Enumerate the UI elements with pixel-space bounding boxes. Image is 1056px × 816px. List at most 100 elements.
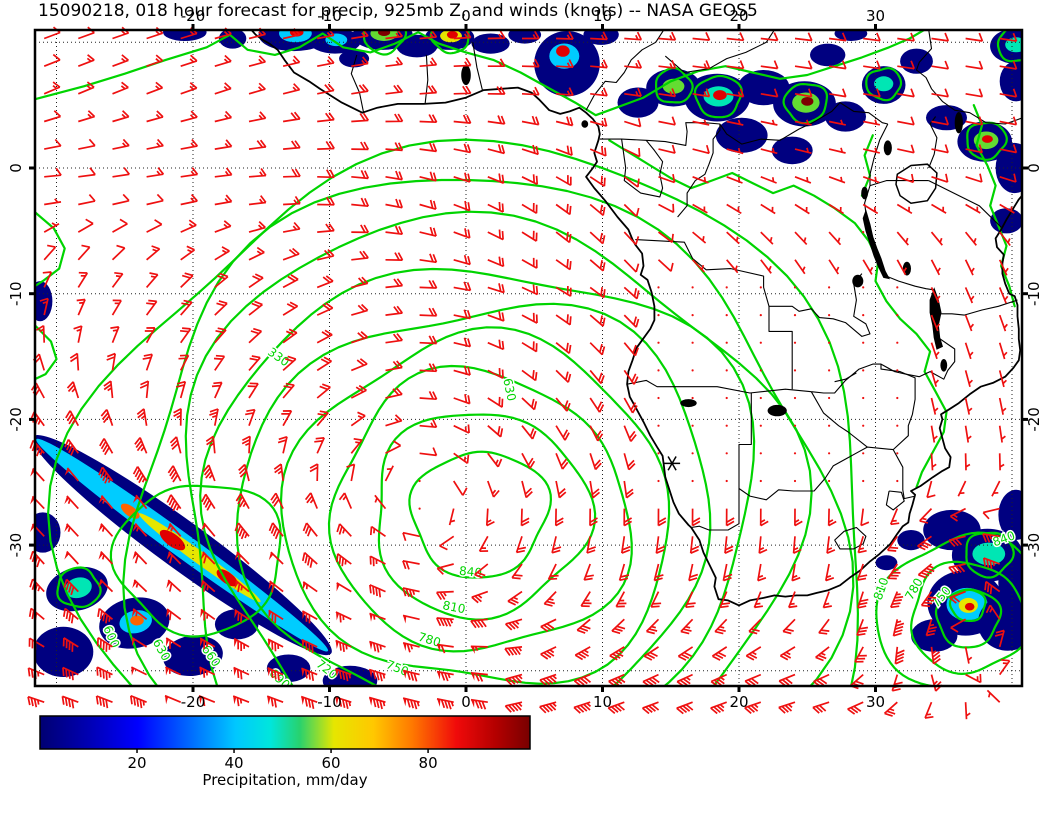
wind-barb <box>282 355 297 372</box>
precip-cell <box>964 602 975 611</box>
wind-barb <box>725 508 735 527</box>
wind-barb-pennant <box>267 667 271 677</box>
wind-barb <box>589 117 608 127</box>
wind-barb <box>692 60 711 70</box>
wind-barb <box>62 666 79 681</box>
calm-dot <box>759 286 762 289</box>
wind-barb-pennant <box>336 612 340 621</box>
wind-barb <box>779 646 796 661</box>
wind-barb <box>655 536 665 554</box>
calm-dot <box>691 452 694 455</box>
wind-barb-pennant <box>233 696 237 705</box>
wind-barb <box>863 119 881 126</box>
wind-barb <box>99 438 114 456</box>
wind-barb <box>214 167 233 178</box>
wind-barb <box>453 143 472 154</box>
wind-barb-pennant <box>301 668 305 677</box>
wind-barb <box>351 197 370 208</box>
wind-barb <box>209 408 219 426</box>
wind-barb <box>711 646 728 661</box>
wind-barb <box>95 695 113 709</box>
wind-barb <box>623 425 637 442</box>
precip-cell <box>972 542 1006 566</box>
wind-barb <box>214 327 227 344</box>
wind-barb <box>168 551 182 565</box>
wind-barb <box>205 435 216 454</box>
wind-barb <box>270 551 284 565</box>
wind-barb <box>896 259 908 276</box>
wind-barb <box>471 590 489 604</box>
wind-barb <box>505 618 523 631</box>
contour-label: 750 <box>384 657 411 679</box>
wind-barb <box>999 173 1017 183</box>
wind-barb <box>611 618 626 635</box>
wind-barb <box>964 370 974 388</box>
wind-barb <box>112 110 130 123</box>
wind-barb <box>100 495 114 510</box>
calm-dot <box>725 369 728 372</box>
lake <box>940 359 948 372</box>
wind-barb <box>248 111 267 123</box>
wind-barb <box>180 299 193 316</box>
wind-barb <box>828 60 847 70</box>
calm-dot <box>725 396 728 400</box>
wind-barb <box>335 668 352 682</box>
wind-barb <box>435 590 454 601</box>
wind-barb <box>368 696 386 710</box>
wind-barb <box>753 591 764 609</box>
wind-barb <box>135 494 148 510</box>
wind-barb <box>757 563 767 582</box>
wind-barb <box>999 231 1011 247</box>
wind-barb <box>351 112 370 123</box>
wind-barb <box>828 88 847 98</box>
colorbar-title: Precipitation, mm/day <box>202 771 367 789</box>
wind-barb <box>43 110 62 123</box>
wind-barb <box>112 193 130 206</box>
wind-barb <box>351 276 369 289</box>
wind-barb <box>692 32 711 41</box>
wind-barb <box>29 578 45 593</box>
calm-dot <box>896 341 899 344</box>
calm-dot <box>725 424 728 427</box>
wind-barb <box>657 259 674 272</box>
wind-barb <box>998 425 1006 443</box>
contour-label: 630 <box>500 377 518 402</box>
calm-dot <box>793 424 797 427</box>
wind-barb <box>317 112 335 123</box>
calm-dot <box>759 452 762 455</box>
wind-barb <box>589 425 604 442</box>
country-border <box>869 180 929 187</box>
wind-barb <box>964 646 973 664</box>
wind-barb <box>43 81 61 95</box>
wind-barb <box>173 407 182 426</box>
calm-dot <box>691 286 694 289</box>
wind-barb <box>106 352 117 371</box>
wind-barb <box>112 167 130 178</box>
wind-barb <box>436 697 454 710</box>
lake <box>852 274 864 288</box>
wind-barb <box>998 287 1009 304</box>
wind-barb <box>999 659 1011 676</box>
wind-barb <box>487 311 505 322</box>
calm-dot <box>862 424 865 427</box>
wind-barb <box>110 326 120 344</box>
height-contour <box>965 531 1015 579</box>
wind-barb <box>965 203 981 214</box>
wind-barb <box>897 173 915 184</box>
wind-barb <box>521 144 539 156</box>
wind-barb <box>248 168 267 178</box>
wind-barb <box>453 337 472 348</box>
calm-dot <box>657 314 660 317</box>
axis-tick <box>29 166 35 170</box>
wind-barb <box>487 452 503 468</box>
wind-barb-pennant <box>403 642 407 651</box>
wind-barb <box>917 535 932 551</box>
wind-barb <box>199 666 216 678</box>
wind-barb <box>863 88 881 98</box>
wind-barb-pennant <box>335 697 339 706</box>
wind-barb <box>724 536 734 554</box>
wind-barb <box>248 139 267 150</box>
wind-barb <box>111 271 124 288</box>
wind-barb <box>507 590 523 606</box>
wind-barb <box>214 82 232 95</box>
